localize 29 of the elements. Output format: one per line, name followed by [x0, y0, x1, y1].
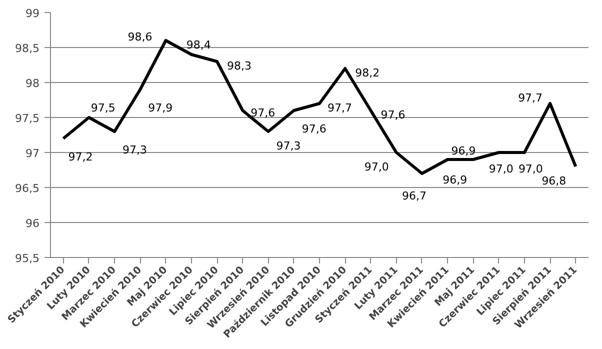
data-label: 97,9	[148, 102, 173, 114]
data-label: 98,6	[128, 30, 152, 44]
data-label: 97,5	[90, 102, 116, 114]
y-tick-label: 96	[26, 217, 40, 230]
y-tick-label: 98	[26, 77, 40, 90]
data-label: 98,3	[227, 60, 252, 72]
y-tick-label: 97	[26, 147, 40, 160]
data-label: 96,9	[451, 144, 476, 158]
y-tick-label: 97,5	[15, 112, 40, 125]
data-label: 97,7	[328, 102, 352, 114]
data-label: 97,3	[122, 144, 148, 156]
data-label: 97,7	[518, 92, 543, 104]
data-label: 97,0	[488, 162, 514, 176]
data-label: 96,8	[542, 174, 566, 188]
data-label: 97,6	[250, 106, 276, 120]
data-label: 98,4	[186, 38, 211, 52]
data-label: 98,2	[355, 66, 380, 80]
y-tick-label: 99	[26, 7, 40, 20]
data-label: 97,0	[364, 160, 389, 174]
y-tick-label: 98,5	[15, 42, 40, 55]
data-label: 97,6	[380, 108, 406, 122]
data-label: 97,3	[276, 140, 301, 152]
data-label: 96,9	[442, 174, 468, 186]
data-label: 97,2	[68, 150, 93, 164]
data-label: 96,7	[402, 190, 426, 202]
y-tick-label: 96,5	[15, 182, 40, 195]
y-tick-label: 95,5	[15, 252, 40, 265]
data-label: 97,0	[518, 162, 543, 176]
data-label: 97,6	[302, 122, 326, 136]
